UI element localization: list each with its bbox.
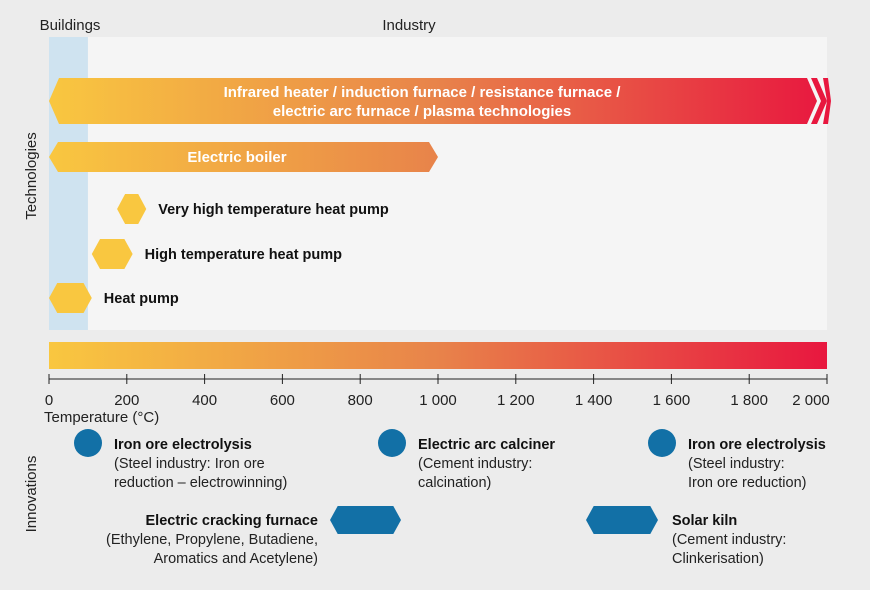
innovation-description: Clinkerisation) bbox=[672, 551, 764, 567]
tech-bar-electric-boiler bbox=[49, 142, 438, 172]
tech-label: Very high temperature heat pump bbox=[158, 202, 389, 218]
buildings-zone-label: Buildings bbox=[40, 17, 101, 34]
x-tick-label: 800 bbox=[348, 392, 373, 409]
x-tick-label: 0 bbox=[45, 392, 53, 409]
x-tick-label: 400 bbox=[192, 392, 217, 409]
innovation-description: (Steel industry: Iron ore bbox=[114, 456, 265, 472]
tech-hexagon-marker bbox=[49, 283, 92, 313]
x-tick-label: 200 bbox=[114, 392, 139, 409]
innovation-title: Electric cracking furnace bbox=[146, 513, 318, 529]
x-tick-label: 1 200 bbox=[497, 392, 535, 409]
x-tick-label: 1 400 bbox=[575, 392, 613, 409]
innovation-description: calcination) bbox=[418, 475, 491, 491]
tech-bar-chevron bbox=[811, 78, 827, 124]
technologies-axis-label: Technologies bbox=[23, 132, 40, 220]
tech-label: High temperature heat pump bbox=[145, 247, 343, 263]
innovations-layer: Iron ore electrolysis (Steel industry: Ir… bbox=[74, 429, 826, 567]
innovation-hexagon-marker bbox=[330, 506, 401, 534]
innovation-title: Electric arc calciner bbox=[418, 437, 555, 453]
technologies-layer: Infrared heater / induction furnace / re… bbox=[49, 78, 831, 313]
temperature-gradient-bar bbox=[49, 342, 827, 369]
tech-bar-label: electric arc furnace / plasma technologi… bbox=[273, 103, 571, 120]
innovation-description: (Cement industry: bbox=[418, 456, 532, 472]
tech-bar-infrared-plasma bbox=[49, 78, 817, 124]
innovation-circle-marker bbox=[648, 429, 676, 457]
industry-zone-label: Industry bbox=[382, 17, 436, 34]
innovation-title: Iron ore electrolysis bbox=[114, 437, 252, 453]
innovation-description: (Steel industry: bbox=[688, 456, 785, 472]
tech-label: Heat pump bbox=[104, 291, 179, 307]
innovations-axis-label: Innovations bbox=[23, 456, 40, 533]
innovation-description: Iron ore reduction) bbox=[688, 475, 806, 491]
x-tick-label: 1 000 bbox=[419, 392, 457, 409]
x-tick-label: 600 bbox=[270, 392, 295, 409]
innovation-title: Solar kiln bbox=[672, 513, 737, 529]
innovation-circle-marker bbox=[74, 429, 102, 457]
tech-bar-chevron bbox=[823, 78, 831, 124]
x-tick-label: 1 600 bbox=[653, 392, 691, 409]
innovation-description: Aromatics and Acetylene) bbox=[154, 551, 318, 567]
temperature-scale-layer: 0 200 400 600 800 1 000 1 200 1 400 1 600 1 800 2 … bbox=[44, 342, 830, 426]
x-tick-label: 2 000 bbox=[792, 392, 830, 409]
x-tick-label: 1 800 bbox=[730, 392, 768, 409]
tech-hexagon-marker bbox=[91, 239, 133, 269]
tech-bar-label: Electric boiler bbox=[187, 149, 286, 166]
innovation-description: reduction – electrowinning) bbox=[114, 475, 287, 491]
innovation-title: Iron ore electrolysis bbox=[688, 437, 826, 453]
innovation-description: (Ethylene, Propylene, Butadiene, bbox=[106, 532, 318, 548]
innovation-circle-marker bbox=[378, 429, 406, 457]
tech-bar-label: Infrared heater / induction furnace / re… bbox=[224, 84, 622, 101]
innovation-hexagon-marker bbox=[586, 506, 658, 534]
innovation-description: (Cement industry: bbox=[672, 532, 786, 548]
tech-hexagon-marker bbox=[117, 194, 147, 224]
x-axis-label: Temperature (°C) bbox=[44, 409, 159, 426]
